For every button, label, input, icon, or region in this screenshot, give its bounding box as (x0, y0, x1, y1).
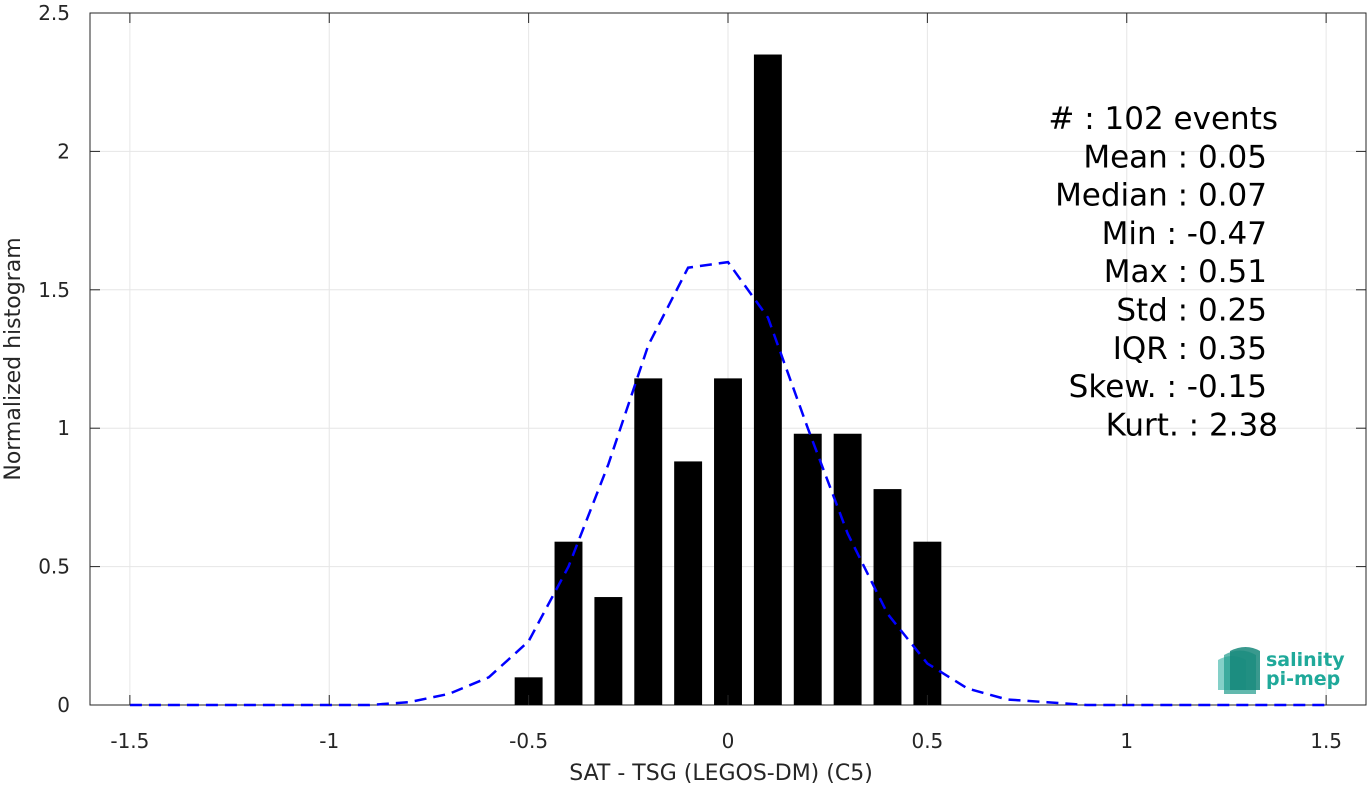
histogram-bar (714, 378, 742, 705)
x-tick-label: 0.5 (911, 729, 943, 753)
y-tick-label: 2 (57, 139, 70, 163)
y-tick-label: 2.5 (38, 1, 70, 25)
x-tick-label: -1 (319, 729, 339, 753)
y-axis-label: Normalized histogram (1, 237, 26, 480)
histogram-bar (674, 461, 703, 705)
histogram-bars (514, 54, 942, 705)
stats-line: # : 102 events (1048, 101, 1278, 137)
x-tick-label: 1.5 (1310, 729, 1342, 753)
x-tick-label: -1.5 (110, 729, 149, 753)
stats-line: Std : 0.25 (1116, 293, 1267, 329)
salinity-pi-mep-logo: salinity pi-mep (1218, 647, 1345, 694)
stats-line: Kurt. : 2.38 (1106, 407, 1278, 443)
stats-line: IQR : 0.35 (1113, 331, 1267, 367)
histogram-bar (594, 597, 623, 705)
histogram-bar (833, 433, 862, 705)
x-axis-label: SAT - TSG (LEGOS-DM) (C5) (569, 761, 873, 785)
stats-line: Min : -0.47 (1102, 216, 1267, 252)
y-tick-label: 0.5 (38, 555, 70, 579)
histogram-bar (634, 378, 663, 705)
x-tick-label: 1 (1120, 729, 1133, 753)
y-axis-ticks: 0 0.5 1 1.5 2 2.5 (38, 1, 1366, 717)
stats-line: Skew. : -0.15 (1069, 369, 1267, 405)
y-tick-label: 0 (57, 693, 70, 717)
stats-line: Max : 0.51 (1104, 254, 1267, 290)
histogram-bar (913, 541, 942, 705)
x-axis-ticks: -1.5 -1 -0.5 0 0.5 1 1.5 (110, 13, 1342, 753)
stats-line: Mean : 0.05 (1083, 139, 1267, 175)
logo-text-line1: salinity (1266, 649, 1345, 671)
y-tick-label: 1.5 (38, 278, 70, 302)
wave-logo-icon (1218, 647, 1260, 694)
histogram-bar (873, 489, 902, 705)
logo-text-line2: pi-mep (1266, 668, 1340, 690)
stats-line: Median : 0.07 (1055, 178, 1267, 214)
histogram-bar (793, 433, 822, 705)
y-tick-label: 1 (57, 416, 70, 440)
histogram-bar (753, 54, 782, 705)
x-tick-label: -0.5 (509, 729, 548, 753)
x-tick-label: 0 (722, 729, 735, 753)
